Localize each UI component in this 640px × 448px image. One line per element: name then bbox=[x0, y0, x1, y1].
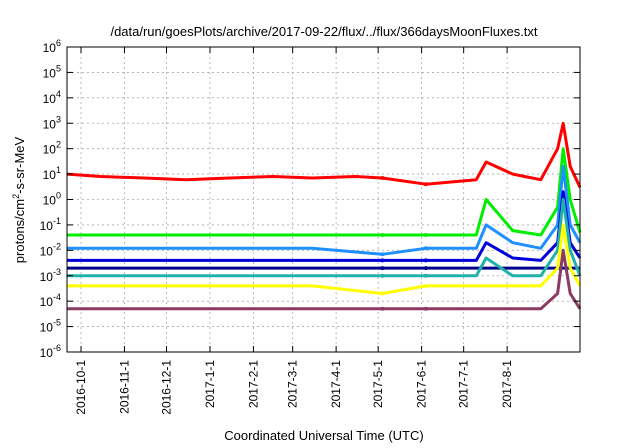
x-tick-label: 2016-10-1 bbox=[74, 360, 88, 415]
series-point bbox=[380, 258, 385, 263]
series-point bbox=[380, 273, 385, 278]
y-tick-label: 104 bbox=[43, 89, 61, 106]
series-point bbox=[423, 182, 428, 187]
y-tick-label: 100 bbox=[43, 191, 61, 208]
x-axis-label: Coordinated Universal Time (UTC) bbox=[224, 428, 423, 443]
chart-title: /data/run/goesPlots/archive/2017-09-22/f… bbox=[110, 24, 537, 39]
y-tick-label: 10-2 bbox=[40, 241, 61, 258]
y-axis-label: protons/cm2-s-sr-MeV bbox=[11, 136, 27, 263]
series-point bbox=[380, 266, 385, 271]
y-tick-label: 103 bbox=[43, 114, 61, 131]
series-point bbox=[423, 266, 428, 271]
series-point bbox=[423, 306, 428, 311]
y-tick-label: 10-3 bbox=[40, 267, 61, 284]
series-point bbox=[423, 246, 428, 251]
x-axis: 2016-10-1 2016-11-1 2016-12-1 2017-1-1 2017-… bbox=[74, 47, 514, 415]
x-tick-label: 2017-1-1 bbox=[203, 360, 217, 408]
series-point bbox=[380, 233, 385, 237]
y-tick-label: 10-5 bbox=[40, 318, 61, 335]
x-tick-label: 2017-4-1 bbox=[329, 360, 343, 408]
y-tick-label: 10-1 bbox=[40, 216, 61, 233]
series-point bbox=[380, 252, 385, 257]
series-point bbox=[380, 291, 385, 296]
series-layer bbox=[66, 121, 582, 311]
series-line bbox=[67, 198, 582, 278]
series-line bbox=[67, 248, 582, 311]
grid-lines bbox=[67, 46, 580, 353]
series-point bbox=[423, 283, 428, 288]
x-tick-label: 2017-3-1 bbox=[286, 360, 300, 408]
series-line bbox=[67, 223, 582, 295]
series-line bbox=[66, 121, 582, 189]
series-point bbox=[423, 258, 428, 263]
x-tick-label: 2017-6-1 bbox=[415, 360, 429, 408]
series-line bbox=[67, 147, 582, 237]
x-tick-label: 2017-5-1 bbox=[371, 360, 385, 408]
y-tick-label: 106 bbox=[43, 38, 61, 55]
series-point bbox=[380, 176, 385, 180]
x-tick-label: 2017-8-1 bbox=[500, 360, 514, 408]
y-axis: 10-6 10-5 10-4 10-3 10-2 10-1 100 101 102 103 104 1… bbox=[40, 38, 580, 360]
y-tick-label: 10-4 bbox=[40, 292, 61, 309]
y-tick-label: 105 bbox=[43, 63, 61, 80]
x-tick-label: 2016-12-1 bbox=[160, 360, 174, 415]
y-tick-label: 101 bbox=[43, 165, 61, 182]
x-tick-label: 2017-7-1 bbox=[457, 360, 471, 408]
series-point bbox=[380, 306, 385, 311]
x-tick-label: 2017-2-1 bbox=[246, 360, 260, 408]
series-point bbox=[423, 273, 428, 278]
series-line bbox=[67, 164, 582, 256]
x-tick-label: 2016-11-1 bbox=[117, 360, 131, 414]
y-tick-label: 10-6 bbox=[40, 343, 61, 360]
series-point bbox=[423, 233, 428, 237]
y-tick-label: 102 bbox=[43, 140, 61, 157]
